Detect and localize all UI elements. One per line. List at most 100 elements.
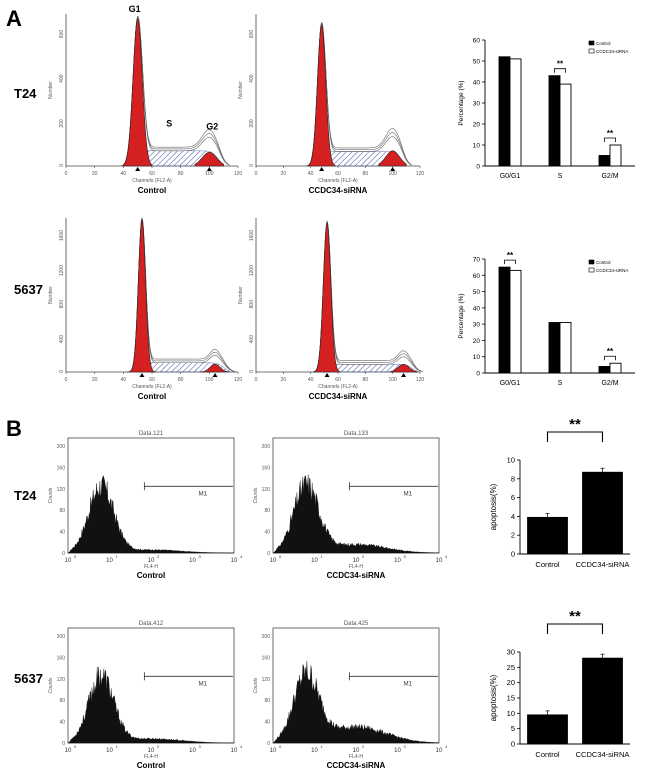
fluorescence-histogram	[67, 475, 235, 554]
legend-swatch	[588, 259, 595, 265]
y-tick-label: 10	[507, 456, 515, 465]
apoptosis-histograms: Data.12104080120160200Counts100101102103…	[48, 431, 448, 770]
x-tick-exponent: 3	[404, 744, 407, 749]
y-tick-label: 160	[57, 655, 66, 661]
significance-label: **	[569, 416, 581, 433]
x-tick-label: 10	[436, 748, 443, 754]
legend-label: CCDC34-siRNA	[596, 268, 628, 273]
significance-bracket	[546, 623, 604, 634]
legend-label: Control	[596, 260, 611, 265]
x-axis-label: FL4-H	[349, 564, 363, 570]
envelope-curve	[305, 21, 412, 167]
x-tick-label: 120	[416, 377, 425, 383]
x-tick-label: 60	[335, 377, 341, 383]
peak-marker	[212, 373, 218, 377]
y-tick-label: 0	[249, 164, 255, 167]
y-tick-label: 200	[249, 119, 255, 128]
y-tick-label: 0	[511, 740, 515, 749]
x-tick-label: 20	[92, 171, 98, 177]
y-axis-label: apoptosis(%)	[489, 483, 498, 530]
y-tick-label: 160	[262, 465, 271, 471]
envelope-curve	[120, 15, 230, 167]
y-tick-label: 4	[511, 512, 515, 521]
y-tick-label: 0	[62, 551, 65, 557]
significance-label: **	[507, 251, 514, 260]
y-tick-label: 40	[264, 720, 270, 726]
bar-sirna	[559, 83, 572, 167]
peak-marker	[139, 373, 145, 377]
x-tick-label: 60	[149, 171, 155, 177]
histogram-caption: Control	[138, 186, 166, 195]
x-tick-label: 80	[178, 171, 184, 177]
s-label: S	[166, 118, 172, 128]
y-tick-label: 8	[511, 474, 515, 483]
x-tick-label: 10	[311, 558, 318, 564]
apoptosis-histogram: Data.41204080120160200Counts100101102103…	[48, 621, 243, 770]
bar-sirna	[509, 58, 522, 167]
x-tick-exponent: 3	[199, 744, 202, 749]
y-tick-label: 120	[57, 677, 66, 683]
bar-sirna	[609, 144, 622, 167]
x-tick-label: 0	[255, 377, 258, 383]
significance-label: **	[557, 60, 564, 69]
gate-label: M1	[404, 491, 413, 497]
x-tick-label: 120	[416, 171, 425, 177]
y-tick-label: 40	[473, 305, 481, 312]
bar-control	[598, 155, 611, 167]
x-tick-label: 100	[205, 377, 214, 383]
x-tick-label: 20	[281, 171, 287, 177]
apoptosis-histogram: Data.12104080120160200Counts100101102103…	[48, 431, 243, 580]
x-tick-label: 0	[255, 171, 258, 177]
x-tick-label: 10	[65, 748, 72, 754]
y-axis-label: Counts	[48, 487, 54, 503]
legend-swatch	[588, 267, 595, 273]
bar-control	[598, 366, 611, 374]
x-tick-label: 100	[388, 171, 397, 177]
x-tick-exponent: 0	[279, 554, 282, 559]
y-tick-label: 0	[59, 164, 65, 167]
x-tick-label: 10	[311, 748, 318, 754]
histogram-caption: Control	[137, 761, 165, 770]
significance-label: **	[607, 347, 614, 356]
y-tick-label: 40	[264, 530, 270, 536]
y-tick-label: 0	[249, 370, 255, 373]
y-tick-label: 50	[473, 59, 481, 66]
bar-sirna	[559, 322, 572, 374]
x-tick-label: S	[558, 380, 563, 387]
y-tick-label: 5	[511, 724, 515, 733]
y-axis-label: Percentage (%)	[458, 80, 465, 125]
x-tick-exponent: 3	[404, 554, 407, 559]
y-tick-label: 200	[59, 119, 65, 128]
bar-chart-t24_apop: 0 2 4 6 8 10 apoptosis(%) Control CCDC34-siRNA **	[489, 416, 630, 569]
y-tick-label: 400	[249, 74, 255, 83]
y-tick-label: 80	[264, 698, 270, 704]
x-axis-label: Channels (FL2-A)	[132, 178, 172, 184]
y-axis-label: Counts	[48, 677, 54, 693]
significance-label: **	[607, 129, 614, 138]
x-tick-label: 40	[121, 377, 127, 383]
y-tick-label: 0	[62, 741, 65, 747]
bar	[582, 471, 623, 555]
y-tick-label: 80	[264, 508, 270, 514]
x-tick-label: 100	[388, 377, 397, 383]
fluorescence-histogram	[67, 666, 235, 744]
row-label-5637-a: 5637	[14, 282, 43, 297]
x-tick-label: G2/M	[601, 173, 618, 180]
x-tick-label: 0	[65, 171, 68, 177]
y-tick-label: 400	[249, 335, 255, 344]
x-axis-label: Channels (FL2-A)	[318, 384, 358, 390]
peak-marker	[135, 167, 141, 171]
gate-label: M1	[199, 681, 208, 687]
cell-cycle-histograms: 0 20 40 60 80 100 1200200400600NumberChannels …	[48, 4, 424, 401]
bar-chart-t24_cycle: 0 10 20 30 40 50 60 Percentage (%) G0/G1 S G2/M ** *…	[458, 38, 635, 180]
x-tick-exponent: 1	[116, 744, 119, 749]
row-label-t24-a: T24	[14, 86, 37, 101]
x-tick-label: 120	[234, 377, 243, 383]
y-tick-label: 80	[59, 508, 65, 514]
x-tick-label: 10	[189, 558, 196, 564]
x-tick-exponent: 4	[445, 554, 448, 559]
y-tick-label: 15	[507, 694, 515, 703]
y-tick-label: 30	[507, 648, 515, 657]
x-tick-exponent: 4	[445, 744, 448, 749]
